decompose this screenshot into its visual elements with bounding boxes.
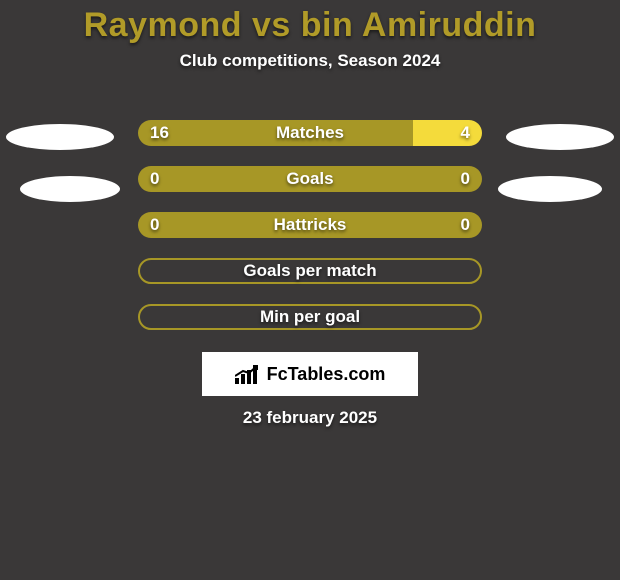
- stat-row: Min per goal: [0, 304, 620, 350]
- stat-bar-track: [138, 212, 482, 238]
- stat-bar-track: [138, 166, 482, 192]
- fctables-logo: FcTables.com: [202, 352, 418, 396]
- stats-rows: Matches164Goals00Hattricks00Goals per ma…: [0, 120, 620, 350]
- stat-bar-player1: [138, 120, 413, 146]
- logo-chart-icon: [235, 364, 261, 384]
- comparison-infographic: Raymond vs bin Amiruddin Club competitio…: [0, 0, 620, 580]
- logo-text: FcTables.com: [267, 364, 386, 385]
- stat-bar-player1: [138, 212, 482, 238]
- page-title: Raymond vs bin Amiruddin: [0, 0, 620, 45]
- report-date: 23 february 2025: [0, 408, 620, 428]
- subtitle: Club competitions, Season 2024: [0, 51, 620, 71]
- stat-row: Goals per match: [0, 258, 620, 304]
- stat-bar-track: [138, 120, 482, 146]
- stat-bar-player2: [413, 120, 482, 146]
- player-ellipse-3: [498, 176, 602, 202]
- player-ellipse-0: [6, 124, 114, 150]
- player-ellipse-1: [506, 124, 614, 150]
- player-ellipse-2: [20, 176, 120, 202]
- stat-bar-player1: [138, 166, 482, 192]
- stat-bar-track: [138, 258, 482, 284]
- stat-row: Hattricks00: [0, 212, 620, 258]
- stat-bar-track: [138, 304, 482, 330]
